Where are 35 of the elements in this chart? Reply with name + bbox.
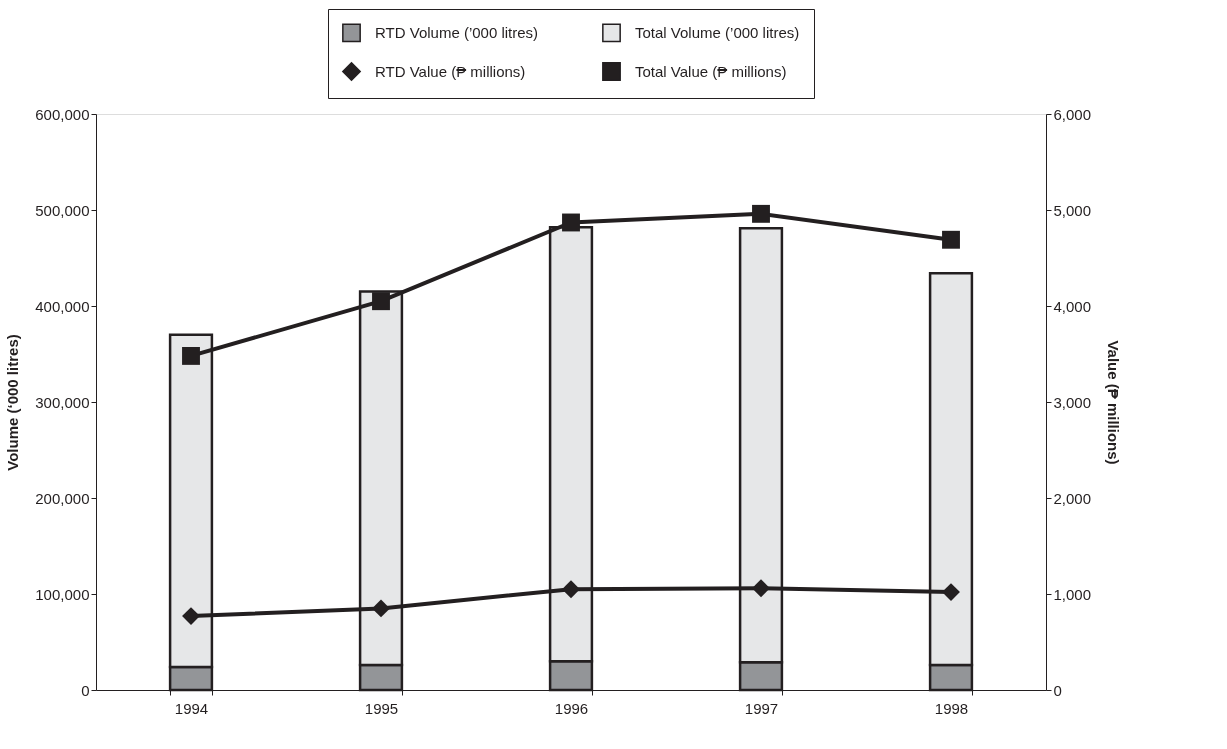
- y-tick-label: 600,000: [35, 105, 90, 123]
- point: [942, 583, 960, 602]
- x-tick-label: 1997: [744, 699, 779, 717]
- point: [562, 213, 580, 232]
- y2-tick-label: 0: [1053, 681, 1062, 699]
- y-tick-label: 200,000: [35, 489, 90, 507]
- legend-label: RTD Volume (’000 litres): [375, 23, 539, 41]
- point: [752, 204, 770, 223]
- y-tick-label: 400,000: [35, 297, 90, 315]
- y2-tick-label: 1,000: [1053, 585, 1092, 603]
- point: [182, 607, 200, 626]
- point: [372, 292, 390, 311]
- x-tick-label: 1995: [364, 699, 399, 717]
- y2-axis-title: Value (₱ millions): [1105, 340, 1123, 465]
- point: [942, 230, 960, 249]
- y2-tick-label: 2,000: [1053, 489, 1092, 507]
- y-axis-title: Volume (‘000 litres): [4, 334, 22, 471]
- legend-label: RTD Value (₱ millions): [375, 62, 526, 80]
- y2-tick-label: 4,000: [1053, 297, 1092, 315]
- x-tick-label: 1996: [554, 699, 589, 717]
- x-tick-label: 1994: [174, 699, 209, 717]
- y-tick-label: 500,000: [35, 201, 90, 219]
- point: [372, 599, 390, 618]
- y2-tick-label: 3,000: [1053, 393, 1092, 411]
- point: [182, 346, 200, 365]
- y-tick-label: 300,000: [35, 393, 90, 411]
- y2-tick-label: 6,000: [1053, 105, 1092, 123]
- point: [752, 579, 770, 598]
- y-tick-label: 0: [81, 681, 90, 699]
- legend-label: Total Volume (’000 litres): [635, 23, 800, 41]
- point: [562, 580, 580, 599]
- x-tick-label: 1998: [934, 699, 969, 717]
- y-tick-label: 100,000: [35, 585, 90, 603]
- y2-tick-label: 5,000: [1053, 201, 1092, 219]
- legend-label: Total Value (₱ millions): [635, 62, 787, 80]
